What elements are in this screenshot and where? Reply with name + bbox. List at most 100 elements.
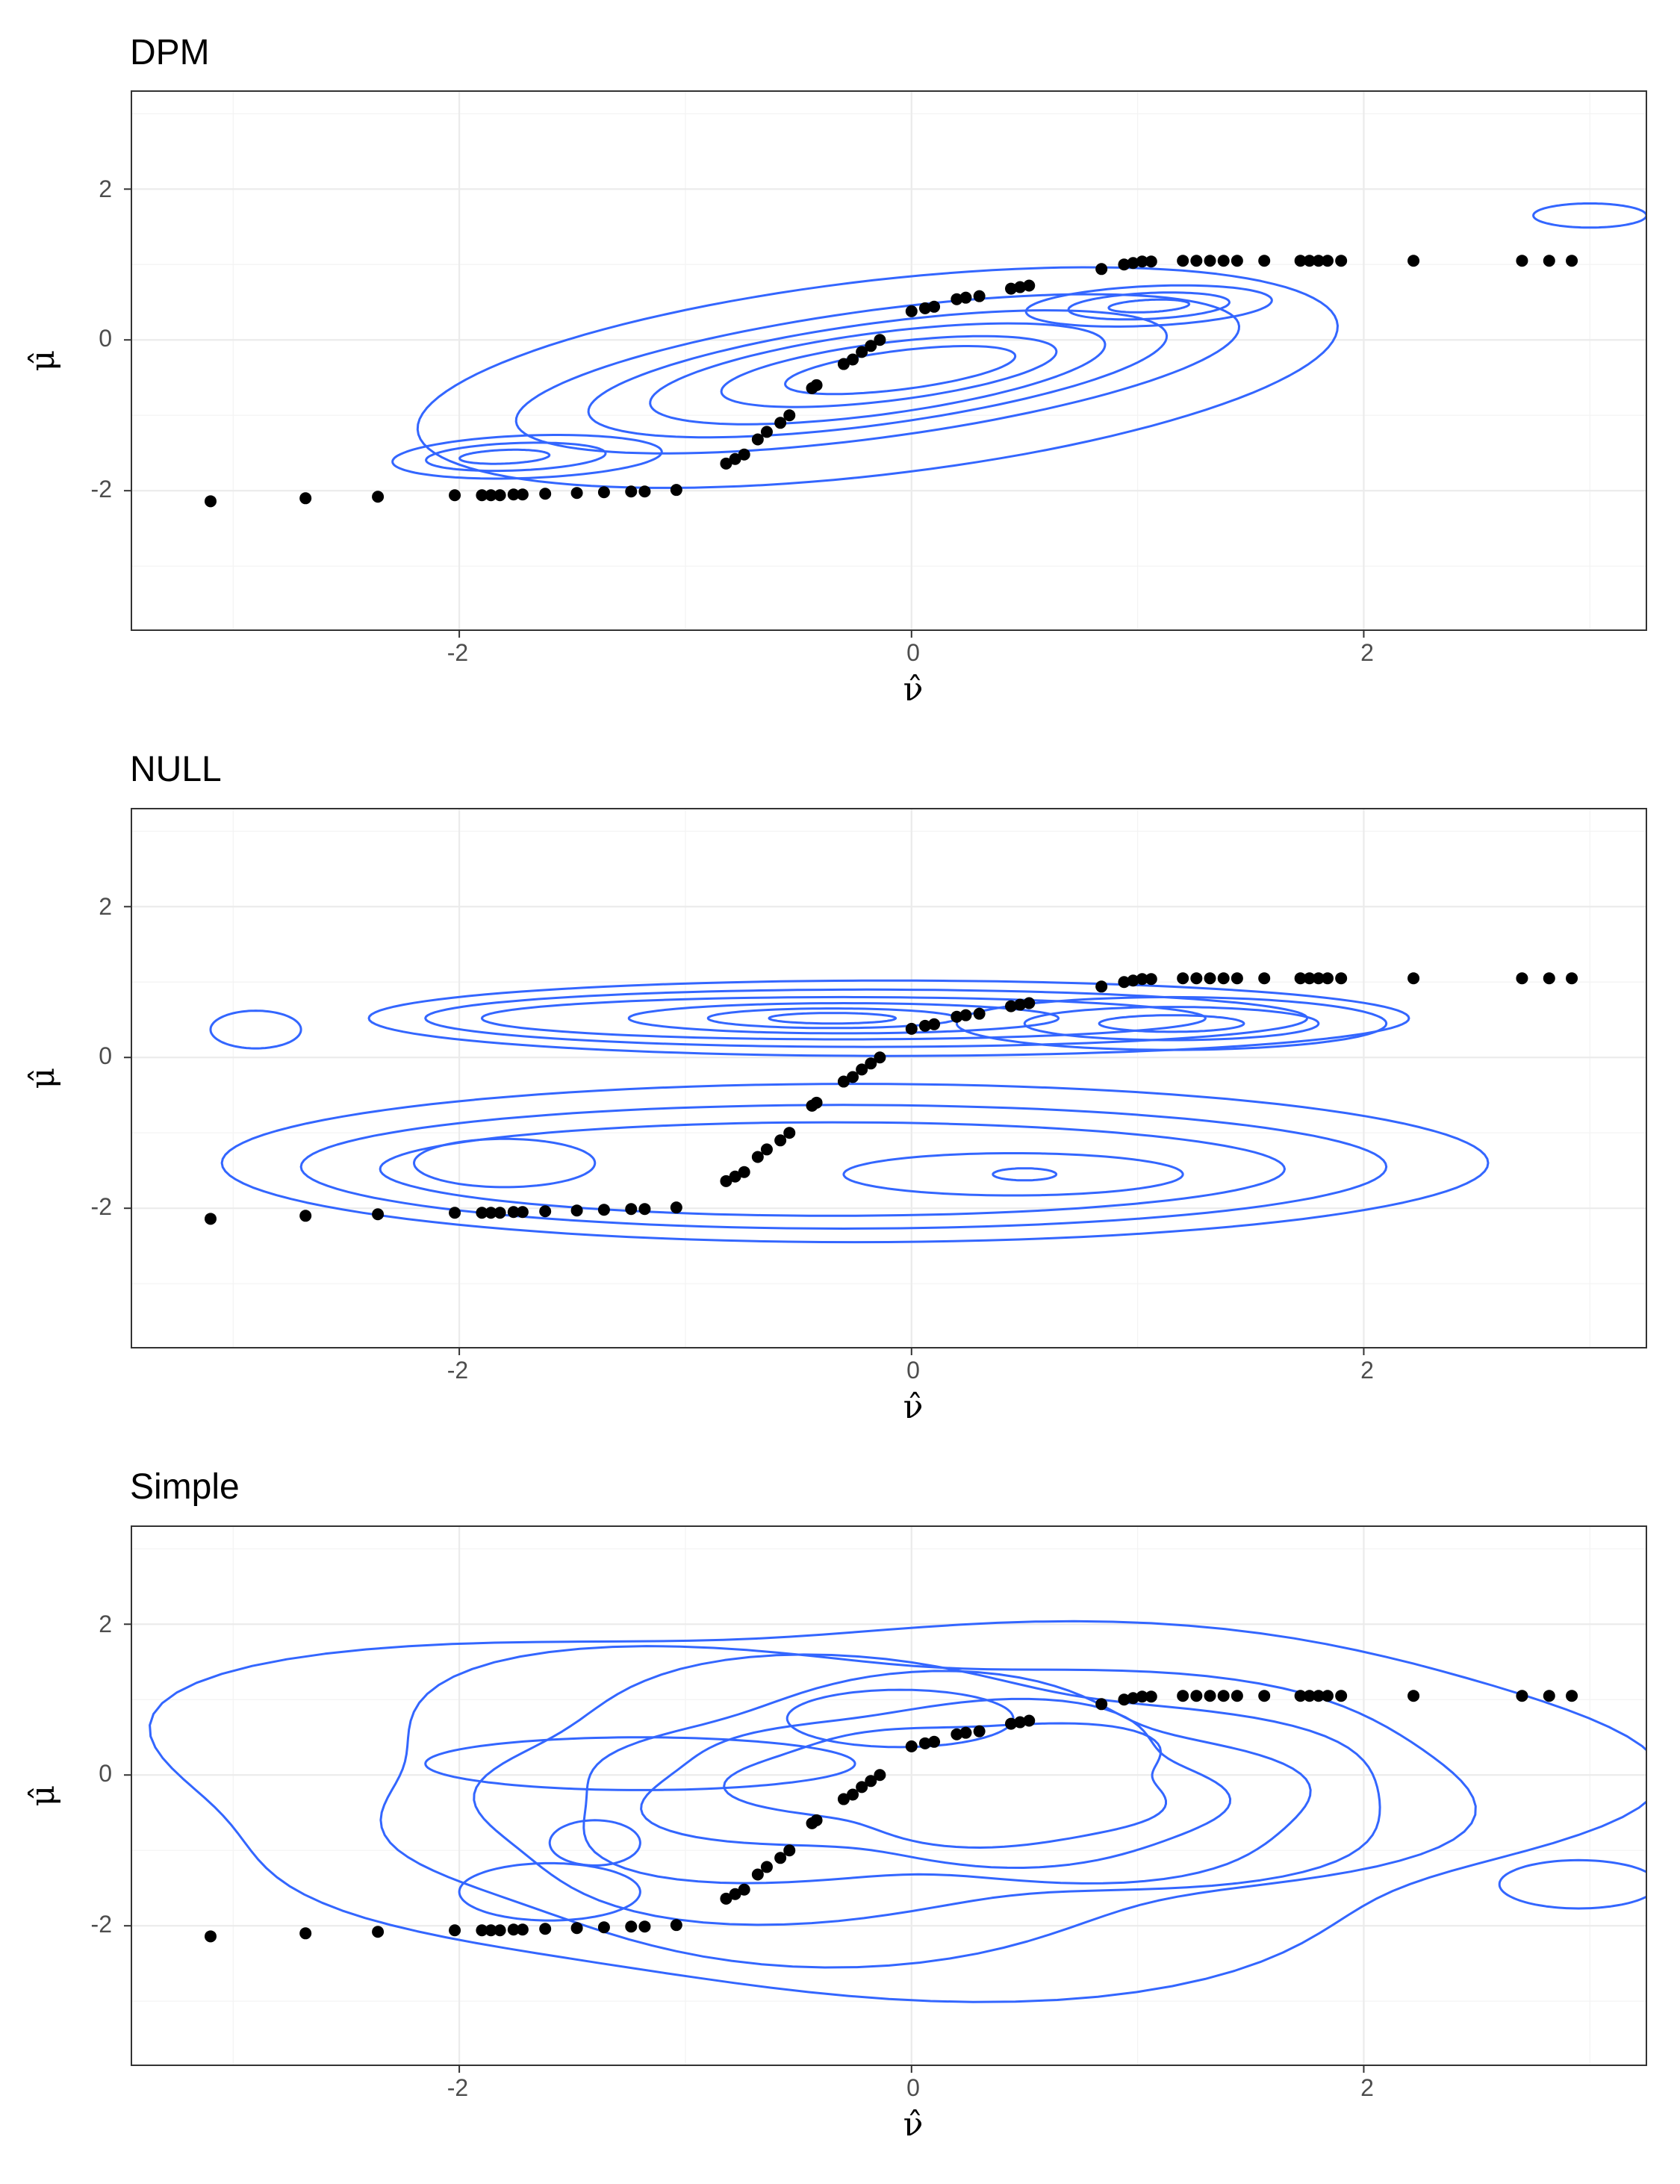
data-point [751, 433, 764, 446]
data-point [1217, 1690, 1230, 1702]
data-point [476, 489, 488, 502]
data-point [1303, 1690, 1316, 1702]
data-point [625, 1920, 638, 1933]
data-point [729, 1888, 741, 1900]
panel-title: Simple [130, 1467, 240, 1507]
data-point [865, 1775, 877, 1788]
data-point [1023, 1714, 1036, 1727]
data-point [670, 1919, 682, 1932]
y-tick-label: 0 [99, 325, 112, 352]
data-point [837, 358, 850, 370]
density-contour-line [367, 979, 1410, 1057]
data-point [1516, 972, 1528, 985]
data-point [625, 1203, 638, 1216]
data-point [1005, 1000, 1018, 1012]
data-point [1294, 972, 1307, 985]
data-point [1014, 1716, 1027, 1729]
density-contour-line [842, 1152, 1184, 1197]
data-points [204, 1690, 1578, 1943]
data-point [449, 489, 461, 502]
data-point [1258, 255, 1271, 267]
density-contour-line [723, 1722, 1167, 1849]
data-point [1127, 974, 1139, 987]
x-axis-title: ν̂ [903, 671, 924, 709]
data-point [1543, 255, 1555, 267]
data-point [774, 1134, 787, 1147]
data-point [1335, 1690, 1348, 1702]
chart-panel-dpm: DPM ν̂ μ̂ -2 0 2 -2 0 2 [24, 33, 1647, 709]
data-point [638, 485, 651, 498]
plot-area [124, 1525, 1647, 2073]
data-point [760, 1143, 773, 1156]
data-point [638, 1920, 651, 1933]
data-point [951, 1728, 963, 1740]
data-point [1204, 972, 1216, 985]
data-point [1095, 980, 1108, 993]
data-point [1217, 255, 1230, 267]
density-contours [209, 979, 1490, 1244]
data-point [1005, 1717, 1018, 1730]
data-point [299, 1210, 312, 1222]
density-contour-line [458, 448, 551, 465]
data-point [449, 1924, 461, 1937]
panel-title: DPM [130, 33, 210, 72]
data-point [1322, 1690, 1334, 1702]
data-point [1014, 998, 1027, 1011]
data-point [928, 1018, 941, 1030]
density-contour-line [1498, 1858, 1646, 1910]
density-contour-line [379, 1121, 1286, 1217]
data-point [1258, 1690, 1271, 1702]
data-point [597, 1921, 610, 1934]
data-point [1190, 1690, 1203, 1702]
data-point [1190, 255, 1203, 267]
x-tick-label: 2 [1360, 2074, 1374, 2101]
data-point [810, 1096, 823, 1109]
data-point [905, 305, 918, 317]
y-tick-label: 2 [99, 893, 112, 920]
panel-border [131, 808, 1647, 1348]
x-tick-label: 0 [906, 639, 920, 666]
plot-area [124, 90, 1647, 638]
data-point [299, 492, 312, 505]
data-point [783, 1127, 796, 1139]
data-point [1312, 255, 1325, 267]
data-point [1217, 972, 1230, 985]
data-point [856, 346, 868, 358]
data-point [751, 1151, 764, 1163]
data-point [1407, 255, 1420, 267]
data-point [729, 1170, 741, 1183]
data-point [959, 1009, 972, 1021]
data-point [1566, 1690, 1578, 1702]
data-point [751, 1868, 764, 1881]
data-point [1190, 972, 1203, 985]
density-contour-line [424, 1736, 856, 1791]
x-tick-label: -2 [447, 2074, 468, 2101]
data-point [847, 1788, 859, 1801]
density-contour-line [992, 1167, 1058, 1182]
y-tick-label: 2 [99, 1611, 112, 1637]
panel-title: NULL [130, 750, 222, 789]
data-point [837, 1075, 850, 1088]
data-point [1407, 972, 1420, 985]
density-contour-line [149, 1620, 1646, 2003]
panel-border [131, 90, 1647, 631]
data-point [507, 1923, 520, 1936]
data-point [951, 293, 963, 305]
data-point [570, 1204, 583, 1217]
density-contour-line [1098, 1014, 1245, 1033]
data-point [507, 488, 520, 501]
panel-border [131, 1525, 1647, 2066]
density-contour-line [1024, 284, 1273, 328]
data-point [847, 353, 859, 366]
data-point [874, 334, 886, 346]
density-contour-line [548, 1819, 641, 1867]
density-contour-line [587, 309, 1169, 439]
y-axis-title: μ̂ [24, 1785, 62, 1807]
data-point [449, 1207, 461, 1219]
data-point [516, 1923, 529, 1936]
chart-panel-simple: Simple ν̂ μ̂ -2 0 2 -2 0 2 [24, 1467, 1647, 2144]
data-point [670, 484, 682, 497]
data-point [1322, 972, 1334, 985]
data-point [810, 379, 823, 391]
y-axis-title: μ̂ [24, 1068, 62, 1089]
